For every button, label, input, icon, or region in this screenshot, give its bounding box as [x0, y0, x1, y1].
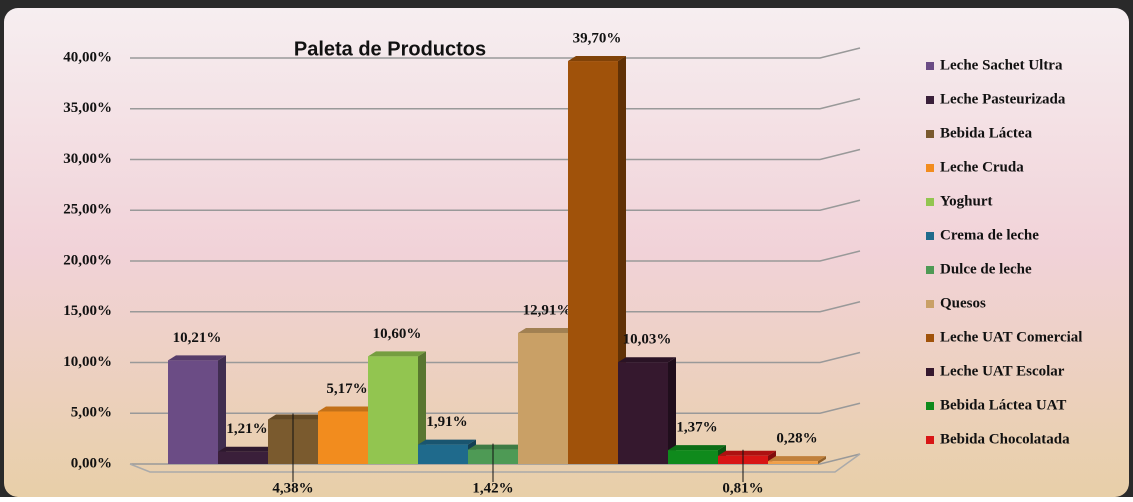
bar — [618, 362, 668, 464]
data-label: 10,60% — [373, 326, 422, 342]
legend-swatch — [926, 164, 934, 172]
bar-top — [218, 446, 276, 452]
legend-swatch — [926, 130, 934, 138]
data-label: 0,28% — [776, 431, 817, 447]
bar-top — [668, 445, 726, 451]
y-tick-label: 5,00% — [71, 405, 112, 421]
data-label: 0,81% — [722, 480, 763, 496]
grid-line — [130, 351, 861, 364]
legend-label: Leche Pasteurizada — [940, 91, 1066, 107]
bar-top — [768, 456, 826, 462]
grid-line — [130, 199, 861, 211]
legend-swatch — [926, 198, 934, 206]
bar-top — [418, 439, 476, 445]
data-label: 10,21% — [173, 330, 222, 346]
bar — [768, 461, 818, 464]
bar — [318, 411, 368, 464]
bar-top — [318, 406, 376, 412]
y-tick-label: 20,00% — [63, 252, 112, 268]
legend-swatch — [926, 334, 934, 342]
legend-swatch — [926, 266, 934, 274]
data-label: 12,91% — [523, 302, 572, 318]
bar-top — [268, 414, 326, 420]
bar-top — [718, 450, 776, 456]
grid-line — [130, 301, 861, 313]
y-tick-label: 25,00% — [63, 202, 112, 218]
legend-label: Leche UAT Comercial — [940, 329, 1082, 345]
grid-line — [130, 47, 861, 59]
data-label: 39,70% — [573, 30, 622, 46]
grid-line — [130, 250, 861, 262]
bar-top — [518, 327, 576, 333]
bar — [368, 356, 418, 464]
legend-label: Dulce de leche — [940, 261, 1032, 277]
bar-side — [418, 351, 426, 464]
bar — [218, 451, 268, 464]
bar-top — [168, 355, 226, 361]
grid-line — [130, 148, 861, 161]
data-label: 1,21% — [226, 421, 267, 437]
legend-swatch — [926, 300, 934, 308]
legend-label: Yoghurt — [940, 193, 993, 209]
bar-top — [368, 351, 426, 357]
legend-swatch — [926, 96, 934, 104]
bar — [168, 360, 218, 464]
bar-top — [618, 357, 676, 363]
bar-top — [568, 56, 626, 62]
legend-swatch — [926, 62, 934, 70]
chart-title: Paleta de Productos — [294, 38, 486, 60]
bar — [568, 61, 618, 465]
legend-label: Bebida Láctea — [940, 125, 1033, 141]
data-label: 1,37% — [676, 420, 717, 436]
data-label: 1,42% — [472, 480, 513, 496]
bar-side — [818, 456, 826, 464]
legend-swatch — [926, 402, 934, 410]
legend-label: Quesos — [940, 295, 986, 311]
bar-side — [218, 355, 226, 464]
legend-swatch — [926, 368, 934, 376]
legend-swatch — [926, 436, 934, 444]
data-label: 10,03% — [623, 332, 672, 348]
grid-line — [130, 98, 861, 110]
y-tick-label: 15,00% — [63, 303, 112, 319]
y-tick-label: 35,00% — [63, 100, 112, 116]
y-tick-label: 40,00% — [63, 49, 112, 65]
legend-label: Leche UAT Escolar — [940, 363, 1065, 379]
y-tick-label: 30,00% — [63, 151, 112, 167]
data-label: 5,17% — [326, 381, 367, 397]
bar — [668, 450, 718, 464]
legend-label: Crema de leche — [940, 227, 1039, 243]
y-tick-label: 10,00% — [63, 354, 112, 370]
bar — [418, 444, 468, 464]
bar — [518, 332, 568, 464]
legend-label: Leche Cruda — [940, 159, 1024, 175]
legend-label: Bebida Láctea UAT — [940, 397, 1066, 413]
data-label: 4,38% — [272, 480, 313, 496]
bar-side — [668, 357, 676, 464]
data-label: 1,91% — [426, 414, 467, 430]
legend-swatch — [926, 232, 934, 240]
legend-label: Bebida Chocolatada — [940, 431, 1070, 447]
legend-label: Leche Sachet Ultra — [940, 57, 1063, 73]
background — [4, 8, 1129, 497]
y-tick-label: 0,00% — [71, 455, 112, 471]
bar-top — [468, 444, 526, 450]
